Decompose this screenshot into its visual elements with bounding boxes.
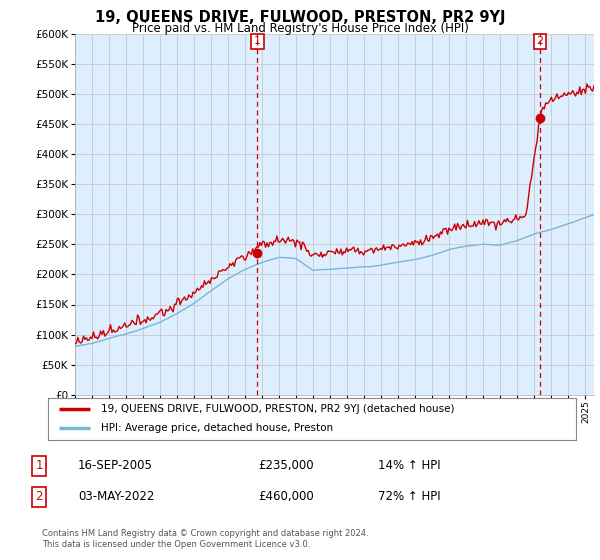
- Text: 14% ↑ HPI: 14% ↑ HPI: [378, 459, 440, 473]
- Text: 1: 1: [254, 36, 261, 46]
- Text: HPI: Average price, detached house, Preston: HPI: Average price, detached house, Pres…: [101, 423, 333, 433]
- Text: 16-SEP-2005: 16-SEP-2005: [78, 459, 153, 473]
- Text: £460,000: £460,000: [258, 490, 314, 503]
- Text: 1: 1: [35, 459, 43, 473]
- Text: 19, QUEENS DRIVE, FULWOOD, PRESTON, PR2 9YJ: 19, QUEENS DRIVE, FULWOOD, PRESTON, PR2 …: [95, 10, 505, 25]
- Text: 2: 2: [536, 36, 544, 46]
- Text: Contains HM Land Registry data © Crown copyright and database right 2024.
This d: Contains HM Land Registry data © Crown c…: [42, 529, 368, 549]
- Text: Price paid vs. HM Land Registry's House Price Index (HPI): Price paid vs. HM Land Registry's House …: [131, 22, 469, 35]
- Text: £235,000: £235,000: [258, 459, 314, 473]
- Text: 03-MAY-2022: 03-MAY-2022: [78, 490, 154, 503]
- Text: 2: 2: [35, 490, 43, 503]
- Text: 19, QUEENS DRIVE, FULWOOD, PRESTON, PR2 9YJ (detached house): 19, QUEENS DRIVE, FULWOOD, PRESTON, PR2 …: [101, 404, 454, 414]
- Text: 72% ↑ HPI: 72% ↑ HPI: [378, 490, 440, 503]
